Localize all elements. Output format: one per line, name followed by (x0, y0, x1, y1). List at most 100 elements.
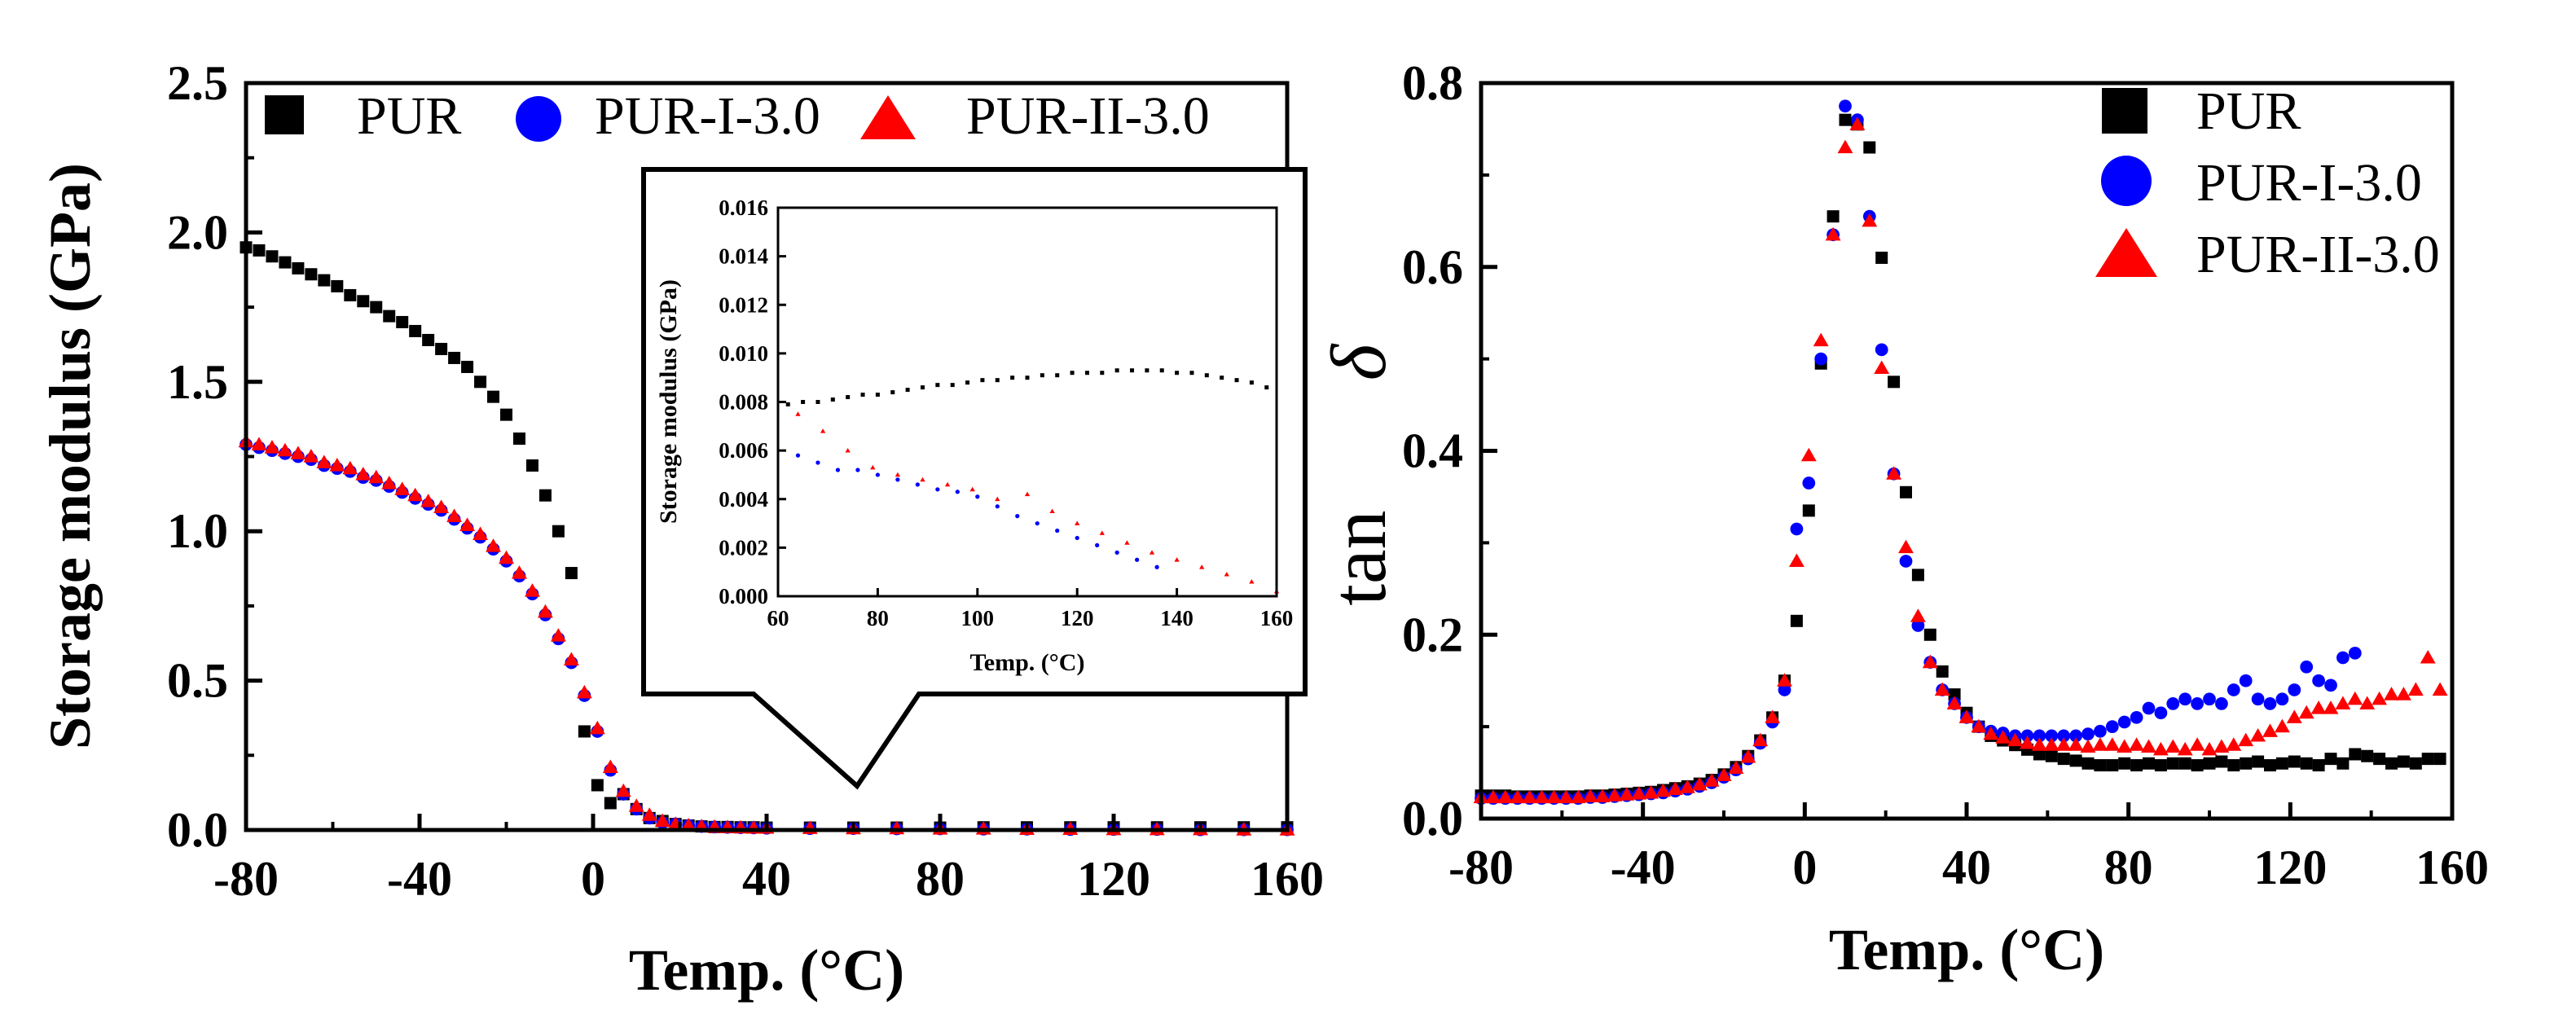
point-pur-i-3-0 (835, 468, 841, 472)
y-tick-label: 2.5 (167, 56, 228, 110)
point-pur-ii-3-0 (1631, 786, 1647, 800)
point-pur-ii-3-0 (394, 481, 411, 495)
tan-plot-area (1473, 99, 2448, 806)
legend-label-pur: PUR (2196, 81, 2301, 141)
point-pur-ii-3-0 (2007, 732, 2024, 747)
point-pur (2118, 757, 2131, 770)
point-pur (383, 310, 396, 323)
point-pur (2178, 757, 2191, 770)
point-pur-i-3-0 (2178, 692, 2192, 706)
point-pur-ii-3-0 (2165, 739, 2181, 753)
point-pur (1084, 371, 1089, 375)
point-pur (512, 432, 525, 445)
point-pur-ii-3-0 (1716, 767, 1732, 782)
point-pur-ii-3-0 (1740, 749, 1756, 763)
point-pur (1114, 368, 1119, 373)
point-pur (2227, 759, 2240, 772)
x-tick-label: -80 (213, 852, 279, 906)
x-tick-label: -40 (1611, 841, 1676, 894)
point-pur-i-3-0 (795, 453, 801, 458)
y-tick-label: 0.4 (1402, 424, 1463, 478)
point-pur-ii-3-0 (2420, 650, 2436, 664)
y-tick-label: 0.002 (719, 535, 768, 560)
y-tick-label: 0.0 (167, 803, 228, 857)
point-pur (2069, 754, 2082, 767)
point-pur (995, 378, 1000, 383)
point-pur (1948, 688, 1961, 701)
point-pur-i-3-0 (855, 468, 860, 472)
x-tick-label: 40 (1942, 841, 1991, 894)
point-pur (2275, 757, 2288, 770)
storage-legend: PUR PUR-I-3.0 PUR-II-3.0 (265, 86, 1210, 146)
point-pur-ii-3-0 (407, 487, 424, 502)
point-pur (1936, 665, 1949, 678)
point-pur (2385, 757, 2398, 770)
point-pur (935, 383, 940, 388)
point-pur-i-3-0 (975, 494, 980, 499)
point-pur (2300, 757, 2313, 770)
point-pur-ii-3-0 (1545, 789, 1562, 804)
point-pur (980, 378, 985, 383)
point-pur (2191, 759, 2204, 772)
point-pur (2373, 753, 2386, 766)
point-pur (2240, 757, 2253, 770)
point-pur-ii-3-0 (1946, 696, 1963, 709)
point-pur-i-3-0 (1055, 528, 1060, 534)
point-pur-ii-3-0 (1728, 760, 1744, 775)
point-pur (318, 274, 331, 287)
tan-y-label-word: tan (1315, 510, 1402, 605)
point-pur-ii-3-0 (576, 684, 592, 699)
point-pur-ii-3-0 (1024, 491, 1031, 497)
point-pur-ii-3-0 (920, 476, 925, 482)
point-pur (305, 268, 318, 281)
series-pur (1475, 113, 2446, 803)
point-pur-i-3-0 (2227, 683, 2240, 696)
inset-callout: 60 80 100 120 140 160 0.0000.0020.0040.0060.0… (641, 167, 1308, 790)
y-tick-label: 1.0 (167, 504, 228, 558)
point-pur (2421, 753, 2434, 766)
point-pur-ii-3-0 (342, 460, 358, 475)
point-pur (1826, 210, 1840, 223)
point-pur (1025, 375, 1030, 380)
point-pur-ii-3-0 (1149, 550, 1155, 555)
point-pur-i-3-0 (2154, 706, 2168, 720)
storage-y-ticks: 0.0 0.5 1.0 1.5 2.0 2.5 (167, 56, 262, 857)
point-pur-ii-3-0 (1522, 789, 1538, 804)
inset-x-ticks: 60 80 100 120 140 160 (767, 588, 1293, 630)
point-pur-ii-3-0 (1667, 781, 1683, 795)
x-tick-label: 60 (767, 606, 789, 630)
point-pur-ii-3-0 (870, 464, 876, 470)
point-pur-ii-3-0 (1874, 360, 1890, 374)
point-pur-i-3-0 (2142, 701, 2156, 715)
point-pur-ii-3-0 (2020, 735, 2035, 749)
point-pur-i-3-0 (1814, 352, 1828, 366)
point-pur (1100, 371, 1105, 375)
tan-legend: PUR PUR-I-3.0 PUR-II-3.0 (2095, 81, 2440, 284)
point-pur (1204, 373, 1209, 378)
point-pur-ii-3-0 (563, 652, 579, 666)
point-pur-ii-3-0 (381, 476, 398, 490)
point-pur-ii-3-0 (1800, 447, 1817, 462)
point-pur-i-3-0 (1790, 522, 1804, 536)
y-tick-label: 2.0 (167, 205, 228, 259)
point-pur-ii-3-0 (995, 496, 1000, 502)
point-pur (538, 489, 552, 502)
y-tick-label: 0.006 (719, 438, 768, 463)
point-pur (1070, 371, 1075, 375)
point-pur-ii-3-0 (1099, 530, 1105, 535)
point-pur-i-3-0 (1135, 557, 1140, 562)
point-pur (965, 380, 970, 385)
point-pur-ii-3-0 (2043, 737, 2059, 751)
point-pur-ii-3-0 (1049, 508, 1055, 514)
tan-x-ticks: -80 -40 0 40 80 120 160 (1448, 802, 2489, 894)
point-pur-i-3-0 (2191, 697, 2204, 710)
point-pur-ii-3-0 (1995, 730, 2011, 744)
point-pur (1159, 368, 1164, 373)
point-pur-ii-3-0 (1777, 673, 1792, 687)
point-pur-ii-3-0 (820, 428, 826, 433)
point-pur (344, 288, 357, 301)
point-pur (1010, 375, 1015, 380)
legend-marker-pur-i (2101, 156, 2152, 206)
point-pur (830, 397, 835, 402)
point-pur-ii-3-0 (277, 442, 293, 457)
